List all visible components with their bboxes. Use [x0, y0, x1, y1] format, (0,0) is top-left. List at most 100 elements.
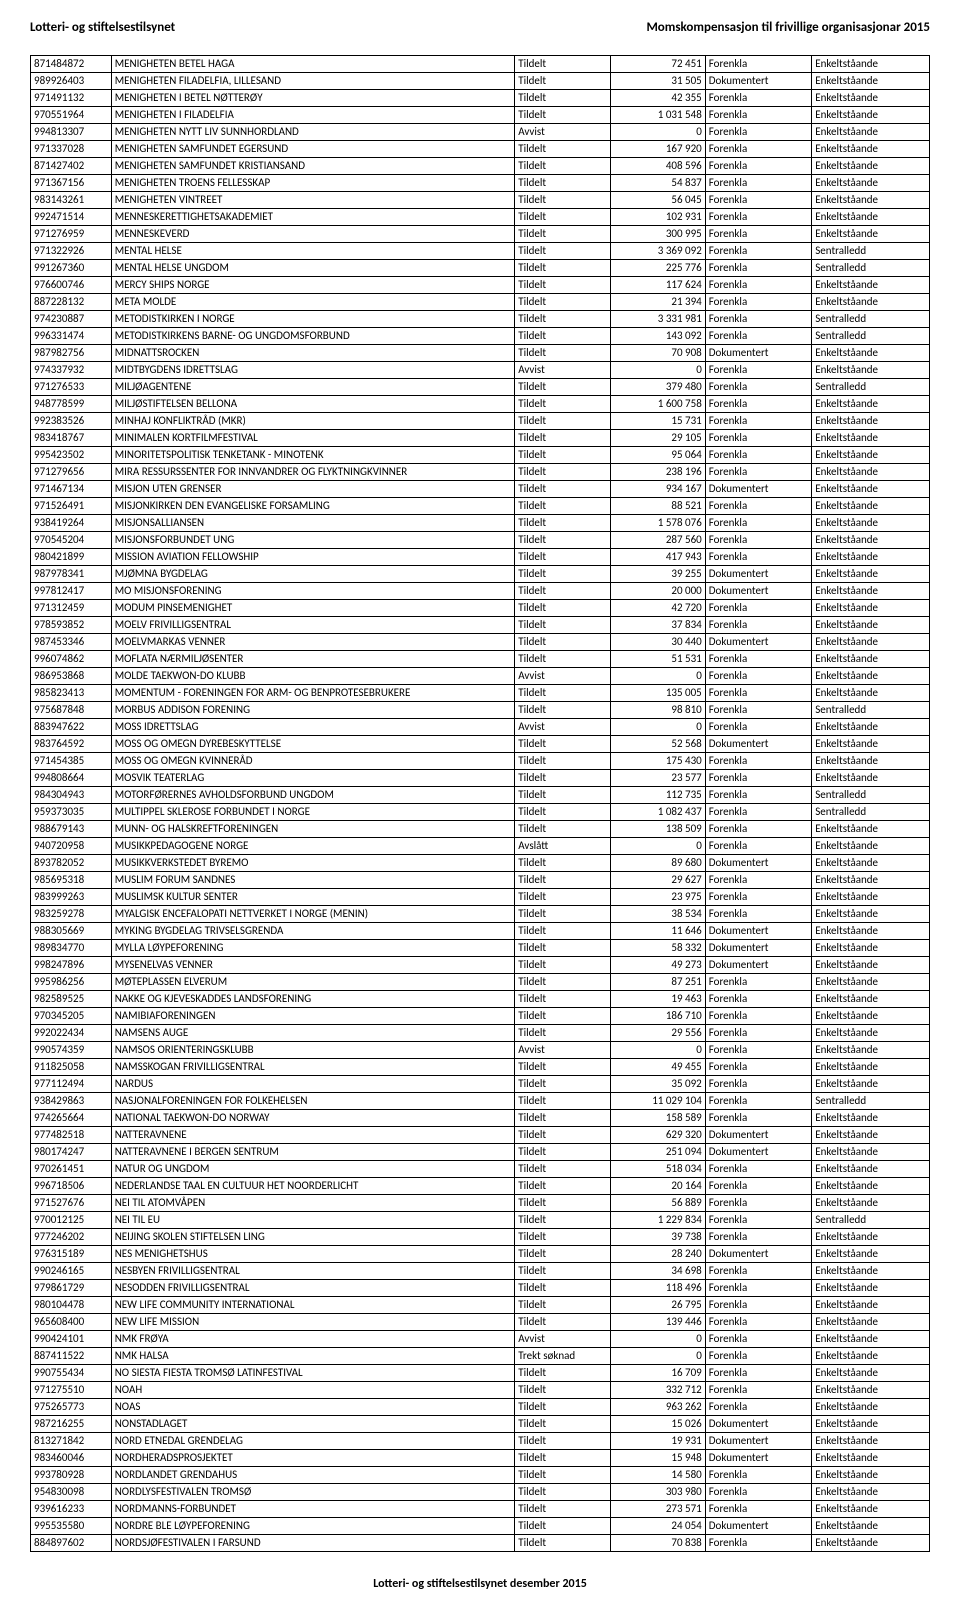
table-row: 975265773NOASTildelt963 262ForenklaEnkel…: [31, 1399, 930, 1416]
table-cell: Enkeltståande: [812, 1246, 930, 1263]
table-cell: Enkeltståande: [812, 1518, 930, 1535]
table-cell: Enkeltståande: [812, 1178, 930, 1195]
table-cell: Forenkla: [705, 1263, 811, 1280]
table-cell: MUSIKKPEDAGOGENE NORGE: [111, 838, 515, 855]
table-cell: 0: [610, 838, 705, 855]
table-cell: NOAS: [111, 1399, 515, 1416]
table-cell: Forenkla: [705, 1025, 811, 1042]
table-cell: NATIONAL TAEKWON-DO NORWAY: [111, 1110, 515, 1127]
table-cell: 974230887: [31, 311, 112, 328]
table-cell: Enkeltståande: [812, 430, 930, 447]
table-cell: Enkeltståande: [812, 56, 930, 73]
table-cell: MILJØAGENTENE: [111, 379, 515, 396]
table-cell: 813271842: [31, 1433, 112, 1450]
table-cell: Avvist: [515, 1331, 610, 1348]
table-cell: 990246165: [31, 1263, 112, 1280]
table-cell: Forenkla: [705, 1467, 811, 1484]
table-row: 971527676NEI TIL ATOMVÅPENTildelt56 889F…: [31, 1195, 930, 1212]
table-cell: 983460046: [31, 1450, 112, 1467]
table-cell: 948778599: [31, 396, 112, 413]
table-cell: 287 560: [610, 532, 705, 549]
table-cell: Tildelt: [515, 1399, 610, 1416]
table-cell: 408 596: [610, 158, 705, 175]
table-cell: 186 710: [610, 1008, 705, 1025]
table-cell: Tildelt: [515, 532, 610, 549]
table-cell: 251 094: [610, 1144, 705, 1161]
table-cell: Forenkla: [705, 991, 811, 1008]
table-cell: Enkeltståande: [812, 209, 930, 226]
table-cell: Enkeltståande: [812, 1382, 930, 1399]
table-cell: 938419264: [31, 515, 112, 532]
table-cell: 996718506: [31, 1178, 112, 1195]
table-cell: 970551964: [31, 107, 112, 124]
table-cell: 11 029 104: [610, 1093, 705, 1110]
table-cell: Enkeltståande: [812, 1229, 930, 1246]
table-cell: Dokumentert: [705, 855, 811, 872]
table-row: 976315189NES MENIGHETSHUSTildelt28 240Do…: [31, 1246, 930, 1263]
table-cell: Enkeltståande: [812, 1450, 930, 1467]
data-table: 871484872MENIGHETEN BETEL HAGATildelt72 …: [30, 55, 930, 1552]
table-row: 990755434NO SIESTA FIESTA TROMSØ LATINFE…: [31, 1365, 930, 1382]
table-cell: 980104478: [31, 1297, 112, 1314]
table-cell: 0: [610, 124, 705, 141]
table-cell: Enkeltståande: [812, 1144, 930, 1161]
table-cell: Forenkla: [705, 107, 811, 124]
table-cell: Tildelt: [515, 1467, 610, 1484]
table-row: 996331474METODISTKIRKENS BARNE- OG UNGDO…: [31, 328, 930, 345]
table-cell: Forenkla: [705, 192, 811, 209]
table-cell: 940720958: [31, 838, 112, 855]
table-cell: Avvist: [515, 362, 610, 379]
table-cell: MINORITETSPOLITISK TENKETANK - MINOTENK: [111, 447, 515, 464]
table-cell: 23 975: [610, 889, 705, 906]
table-row: 987453346MOELVMARKAS VENNERTildelt30 440…: [31, 634, 930, 651]
table-cell: Tildelt: [515, 1059, 610, 1076]
table-cell: 971454385: [31, 753, 112, 770]
table-cell: 15 731: [610, 413, 705, 430]
table-row: 977112494NARDUSTildelt35 092ForenklaEnke…: [31, 1076, 930, 1093]
table-cell: MYLLA LØYPEFORENING: [111, 940, 515, 957]
table-cell: 971322926: [31, 243, 112, 260]
table-cell: Enkeltståande: [812, 515, 930, 532]
table-cell: 883947622: [31, 719, 112, 736]
table-cell: MISJONKIRKEN DEN EVANGELISKE FORSAMLING: [111, 498, 515, 515]
table-row: 983259278MYALGISK ENCEFALOPATI NETTVERKE…: [31, 906, 930, 923]
table-row: 983143261MENIGHETEN VINTREETTildelt56 04…: [31, 192, 930, 209]
table-row: 971279656MIRA RESSURSSENTER FOR INNVANDR…: [31, 464, 930, 481]
table-cell: MISSION AVIATION FELLOWSHIP: [111, 549, 515, 566]
table-cell: 0: [610, 719, 705, 736]
table-cell: Enkeltståande: [812, 872, 930, 889]
table-row: 995423502MINORITETSPOLITISK TENKETANK - …: [31, 447, 930, 464]
table-cell: Tildelt: [515, 753, 610, 770]
table-row: 979861729NESODDEN FRIVILLIGSENTRALTildel…: [31, 1280, 930, 1297]
table-cell: Enkeltståande: [812, 1127, 930, 1144]
table-cell: Forenkla: [705, 872, 811, 889]
table-cell: 0: [610, 1348, 705, 1365]
table-cell: MENIGHETEN I FILADELFIA: [111, 107, 515, 124]
table-cell: 379 480: [610, 379, 705, 396]
table-cell: MO MISJONSFORENING: [111, 583, 515, 600]
table-cell: Enkeltståande: [812, 889, 930, 906]
table-cell: 985695318: [31, 872, 112, 889]
table-cell: Tildelt: [515, 379, 610, 396]
table-cell: MINIMALEN KORTFILMFESTIVAL: [111, 430, 515, 447]
table-cell: 11 646: [610, 923, 705, 940]
table-cell: Forenkla: [705, 260, 811, 277]
table-cell: Tildelt: [515, 1314, 610, 1331]
table-cell: Enkeltståande: [812, 906, 930, 923]
table-cell: Forenkla: [705, 277, 811, 294]
table-cell: NORDMANNS-FORBUNDET: [111, 1501, 515, 1518]
table-cell: 990424101: [31, 1331, 112, 1348]
table-cell: Dokumentert: [705, 73, 811, 90]
table-cell: Tildelt: [515, 583, 610, 600]
table-cell: Forenkla: [705, 1093, 811, 1110]
table-cell: Enkeltståande: [812, 1042, 930, 1059]
table-cell: Tildelt: [515, 1144, 610, 1161]
table-cell: 970545204: [31, 532, 112, 549]
table-cell: 15 948: [610, 1450, 705, 1467]
table-cell: MYSENELVAS VENNER: [111, 957, 515, 974]
table-cell: Dokumentert: [705, 923, 811, 940]
table-cell: NORDSJØFESTIVALEN I FARSUND: [111, 1535, 515, 1552]
table-cell: Sentralledd: [812, 1212, 930, 1229]
table-cell: Tildelt: [515, 1416, 610, 1433]
table-cell: 995423502: [31, 447, 112, 464]
